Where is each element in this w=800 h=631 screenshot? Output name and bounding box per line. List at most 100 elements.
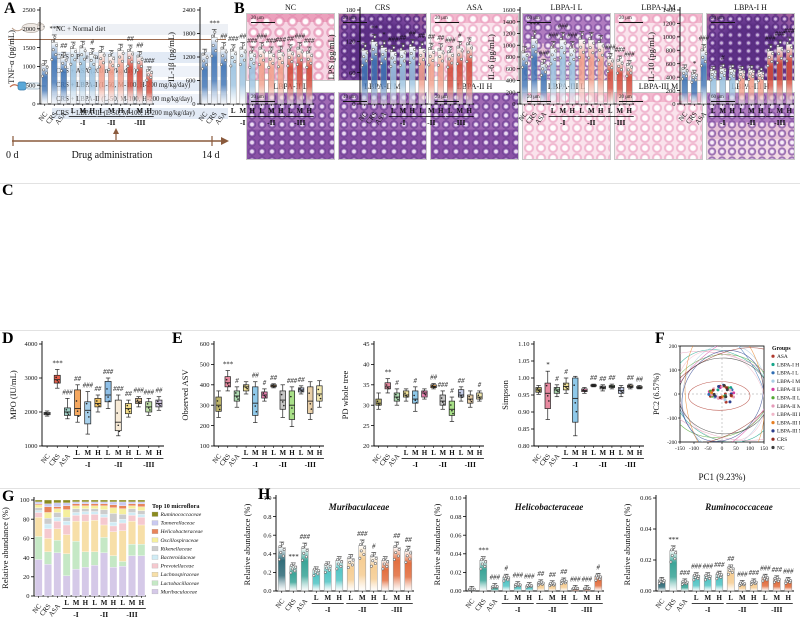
svg-text:L: L [271,449,276,457]
svg-text:H: H [598,107,604,115]
svg-text:##: ## [95,386,102,393]
svg-text:L: L [404,449,409,457]
svg-text:1.00: 1.00 [518,375,529,382]
svg-text:H: H [317,449,323,457]
svg-text:Ruminococcaceae: Ruminococcaceae [704,502,772,512]
svg-text:-150: -150 [675,446,685,452]
svg-text:#: # [372,543,376,550]
panel-d-label: D [2,330,14,347]
svg-text:60: 60 [23,536,30,543]
svg-text:0: 0 [352,101,355,108]
svg-text:#: # [235,378,239,385]
svg-text:0.95: 0.95 [518,392,529,399]
scale-bar: 20 μm [711,16,735,24]
svg-text:M: M [627,449,634,457]
svg-text:600: 600 [186,78,196,85]
svg-text:Tannerellaceae: Tannerellaceae [161,521,196,527]
svg-text:50: 50 [733,446,739,452]
svg-text:2500: 2500 [23,7,36,14]
svg-text:IL-6 (pg/mL): IL-6 (pg/mL) [486,34,496,80]
svg-text:###: ### [737,571,748,578]
chart-svg: 0.00 0.02 0.04 0.06 0.08 0.10 Relative abundan… [432,495,604,614]
svg-text:L: L [448,107,453,115]
svg-text:M: M [296,107,303,115]
svg-text:PC1 (9.23%): PC1 (9.23%) [699,472,746,482]
histology-tile-title: CRS [374,3,391,12]
svg-text:H: H [139,599,145,607]
svg-text:M: M [719,107,726,115]
svg-text:###: ### [144,389,155,396]
svg-text:H: H [147,107,153,115]
svg-text:H: H [289,449,295,457]
svg-text:#: # [458,32,462,39]
pca-scatter-plot: -150 -100 -50 0 50 100 150 -200 -100 0 100 200 PC1 (… [650,332,800,488]
svg-text:1000: 1000 [23,64,36,71]
svg-text:***: *** [529,22,540,29]
timeline-label: Drug administration [72,150,153,161]
svg-text:1200: 1200 [503,31,516,38]
svg-text:-I: -I [85,460,90,469]
svg-text:40: 40 [363,362,370,369]
svg-text:##: ## [287,36,294,43]
svg-text:Top 10 microflora: Top 10 microflora [152,503,199,510]
svg-text:##: ## [239,34,246,41]
svg-text:M: M [773,594,780,602]
svg-text:###: ### [784,28,795,35]
svg-text:H: H [250,107,256,115]
panel-c-label: C [2,182,14,199]
svg-text:##: ## [60,43,67,50]
chart-svg: 0.0 0.2 0.4 0.6 0.8 1.0 Relative abundance (%)… [242,495,414,614]
svg-text:120: 120 [346,39,356,46]
svg-text:H: H [438,107,444,115]
svg-text:0: 0 [26,593,29,600]
svg-text:400: 400 [506,78,516,85]
svg-text:Rikenellaceae: Rikenellaceae [160,546,193,552]
svg-text:##: ## [136,42,143,49]
svg-text:H: H [449,449,455,457]
svg-text:***: *** [52,361,63,368]
svg-text:-III: -III [143,460,154,469]
svg-text:L: L [538,594,543,602]
svg-text:M: M [456,107,463,115]
svg-text:ASA: ASA [213,110,228,126]
svg-text:H: H [337,594,343,602]
chart-svg: -150 -100 -50 0 50 100 150 -200 -100 0 100 200 PC1 (… [652,344,800,482]
svg-text:LBPA-I M: LBPA-I M [777,379,800,385]
svg-text:100: 100 [669,368,677,374]
svg-text:-III: -III [465,460,476,469]
svg-text:1.05: 1.05 [518,358,529,365]
svg-text:L: L [92,599,97,607]
svg-text:L: L [75,449,80,457]
svg-text:0.2: 0.2 [263,570,271,577]
syringe-icon [9,81,46,91]
svg-text:0.00: 0.00 [640,588,651,595]
svg-text:1800: 1800 [183,31,196,38]
chart-svg: 0 200 400 600 800 1000 1200 1400 1600 IL-6 (pg/mL… [486,7,635,127]
svg-text:M: M [136,107,143,115]
svg-text:Relative abundance (%): Relative abundance (%) [0,507,10,589]
svg-text:Groups: Groups [772,346,791,352]
svg-text:M: M [776,107,783,115]
svg-text:***: *** [668,537,679,544]
svg-text:##: ## [74,376,81,383]
svg-text:ASA: ASA [294,597,309,613]
scale-bar: 20 μm [527,95,551,103]
svg-text:###: ### [287,378,298,385]
lps-bar-chart: 0 60 120 180 LPS (pg/mL) ** * ### ## ## ## ## ## ### #… [320,0,480,144]
svg-text:H: H [83,599,89,607]
svg-text:-III: -III [305,460,316,469]
svg-text:0: 0 [674,392,677,398]
svg-text:###: ### [615,47,626,54]
il-1b-bar-chart: 0 600 1200 1800 2400 IL-1β (pg/mL) *** ## ### ## #… [160,0,320,144]
histology-tile-title: LBPA-I L [550,3,583,12]
svg-text:L: L [136,449,141,457]
histology-tile-title: LBPA-I M [641,3,676,12]
svg-text:##: ## [537,571,544,578]
svg-text:##: ## [252,373,259,380]
svg-text:-I: -I [720,118,725,127]
svg-text:-I: -I [515,605,520,614]
scale-bar: 20 μm [343,16,367,24]
scale-bar: 20 μm [435,16,459,24]
